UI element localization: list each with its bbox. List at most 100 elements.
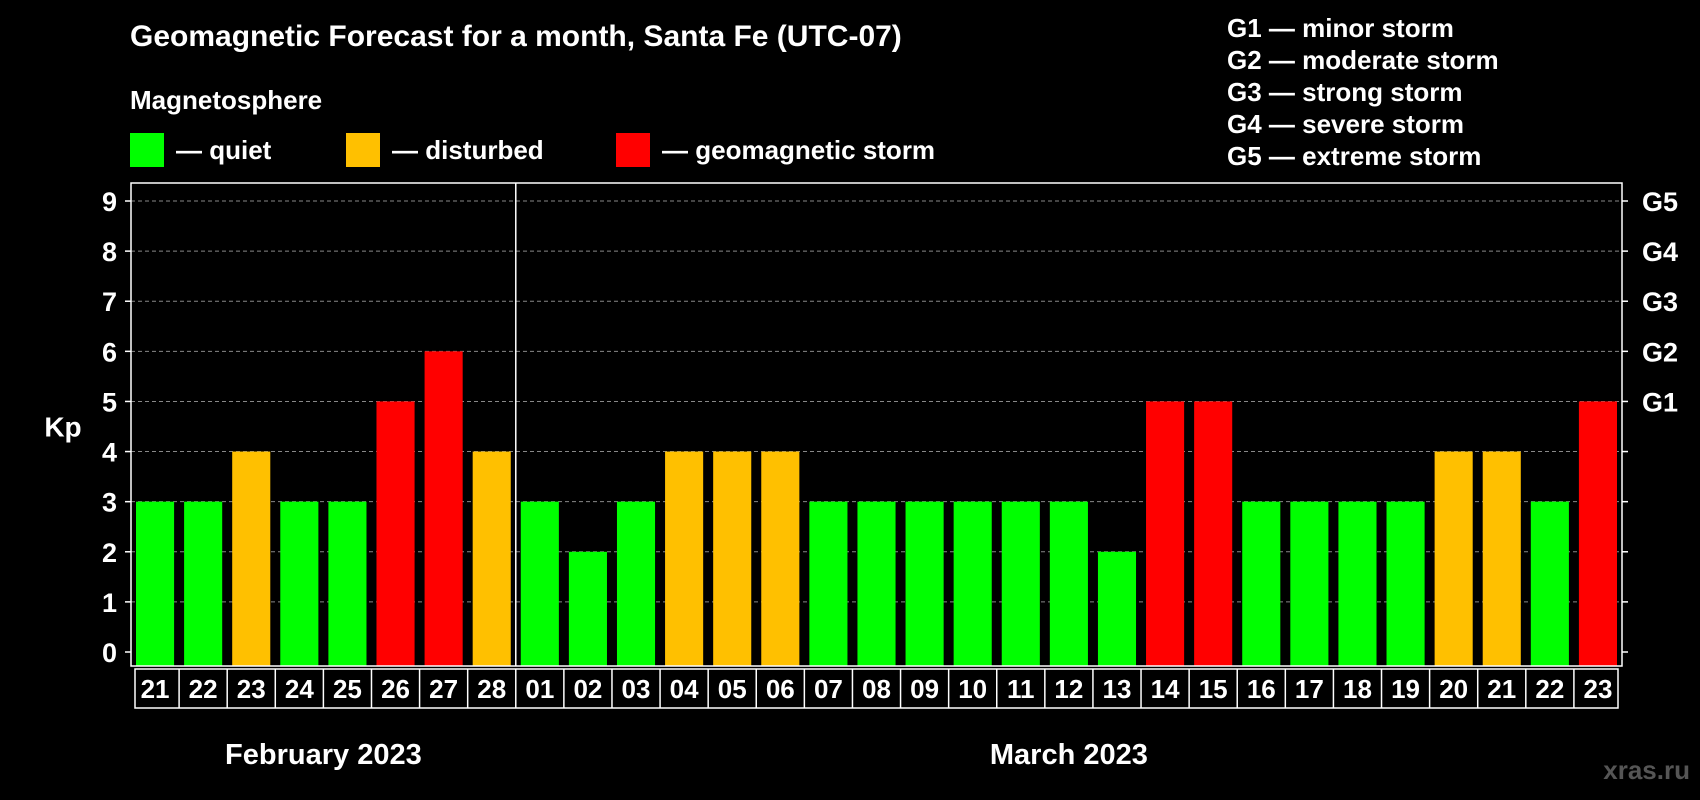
right-axis-label-g4: G4: [1642, 237, 1678, 267]
y-tick-label-3: 3: [102, 488, 117, 518]
y-tick-label-2: 2: [102, 538, 117, 568]
legend-swatch-storm: [616, 133, 650, 167]
x-tick-label-30: 23: [1583, 674, 1612, 704]
y-tick-label-6: 6: [102, 337, 117, 367]
bar-10: [616, 501, 656, 666]
x-tick-label-23: 16: [1247, 674, 1276, 704]
bar-7: [472, 451, 511, 666]
x-tick-label-22: 15: [1199, 674, 1228, 704]
x-tick-label-13: 06: [766, 674, 795, 704]
x-tick-label-6: 27: [429, 674, 458, 704]
x-tick-label-16: 09: [910, 674, 939, 704]
x-tick-label-3: 24: [285, 674, 314, 704]
bar-25: [1338, 501, 1377, 666]
bar-21: [1146, 401, 1185, 666]
x-tick-label-12: 05: [718, 674, 747, 704]
bar-5: [376, 401, 415, 666]
x-tick-label-14: 07: [814, 674, 843, 704]
y-tick-label-4: 4: [102, 438, 117, 468]
x-tick-label-8: 01: [525, 674, 554, 704]
x-tick-label-17: 10: [958, 674, 987, 704]
legend-item-quiet: — quiet: [130, 133, 271, 167]
bar-14: [809, 501, 848, 666]
legend-label-disturbed: — disturbed: [392, 134, 544, 165]
bar-16: [905, 501, 944, 666]
bar-29: [1530, 501, 1569, 666]
bar-9: [568, 551, 607, 666]
right-axis-label-g2: G2: [1642, 337, 1678, 367]
bar-6: [424, 351, 463, 666]
legend-label-quiet: — quiet: [176, 134, 272, 165]
bar-18: [1001, 501, 1040, 666]
bar-15: [857, 501, 896, 666]
right-axis-label-g3: G3: [1642, 287, 1678, 317]
bar-20: [1097, 551, 1137, 666]
y-tick-label-1: 1: [102, 588, 117, 618]
bar-4: [328, 501, 367, 666]
x-tick-label-4: 25: [333, 674, 362, 704]
storm-scale-g1: G1 — minor storm: [1227, 13, 1454, 43]
bar-22: [1194, 401, 1233, 666]
bar-3: [280, 501, 319, 666]
x-tick-label-26: 19: [1391, 674, 1420, 704]
x-tick-label-0: 21: [141, 674, 170, 704]
x-tick-label-2: 23: [237, 674, 266, 704]
x-tick-label-21: 14: [1151, 674, 1180, 704]
right-axis-label-g5: G5: [1642, 187, 1678, 217]
legend-swatch-disturbed: [346, 133, 380, 167]
x-tick-label-24: 17: [1295, 674, 1324, 704]
bar-17: [953, 501, 992, 666]
bar-28: [1482, 451, 1521, 666]
bar-2: [232, 451, 271, 666]
x-tick-label-10: 03: [622, 674, 651, 704]
bar-12: [713, 451, 752, 666]
bar-23: [1242, 501, 1281, 666]
legend-label-storm: — geomagnetic storm: [662, 134, 936, 165]
x-tick-label-19: 12: [1054, 674, 1083, 704]
x-tick-label-9: 02: [573, 674, 602, 704]
bar-11: [665, 451, 704, 666]
legend-item-disturbed: — disturbed: [346, 133, 544, 167]
legend-heading: Magnetosphere: [130, 85, 323, 115]
x-tick-label-11: 04: [670, 674, 699, 704]
y-tick-label-7: 7: [102, 287, 117, 317]
x-tick-label-5: 26: [381, 674, 410, 704]
x-tick-label-20: 13: [1103, 674, 1132, 704]
bar-27: [1434, 451, 1473, 666]
month-label-0: February 2023: [225, 739, 422, 771]
x-tick-label-25: 18: [1343, 674, 1372, 704]
y-tick-label-8: 8: [102, 237, 117, 267]
bar-13: [761, 451, 800, 666]
legend-swatch-quiet: [130, 133, 164, 167]
chart-title: Geomagnetic Forecast for a month, Santa …: [130, 20, 902, 53]
month-label-1: March 2023: [990, 739, 1148, 771]
storm-scale-list: G1 — minor storm G2 — moderate storm G3 …: [1227, 12, 1499, 172]
bar-19: [1049, 501, 1088, 666]
x-tick-label-7: 28: [477, 674, 506, 704]
day-row-frame: [134, 668, 1619, 709]
x-tick-label-15: 08: [862, 674, 891, 704]
x-tick-label-18: 11: [1007, 674, 1035, 704]
plot-frame: [130, 182, 1623, 667]
storm-scale-g2: G2 — moderate storm: [1227, 45, 1499, 75]
bar-8: [520, 501, 559, 666]
x-tick-label-27: 20: [1439, 674, 1468, 704]
y-axis-label: Kp: [44, 412, 81, 443]
watermark: xras.ru: [1603, 755, 1690, 785]
bar-30: [1578, 401, 1617, 666]
bar-24: [1290, 501, 1329, 666]
storm-scale-g3: G3 — strong storm: [1227, 77, 1463, 107]
y-tick-label-0: 0: [102, 638, 117, 668]
legend-item-storm: — geomagnetic storm: [616, 133, 935, 167]
x-tick-label-29: 22: [1535, 674, 1564, 704]
storm-scale-g5: G5 — extreme storm: [1227, 141, 1482, 171]
x-tick-label-28: 21: [1487, 674, 1516, 704]
right-axis-label-g1: G1: [1642, 387, 1678, 417]
bar-0: [136, 501, 175, 666]
x-tick-label-1: 22: [189, 674, 218, 704]
bar-26: [1386, 501, 1425, 666]
y-tick-label-5: 5: [102, 387, 117, 417]
storm-scale-g4: G4 — severe storm: [1227, 109, 1465, 139]
